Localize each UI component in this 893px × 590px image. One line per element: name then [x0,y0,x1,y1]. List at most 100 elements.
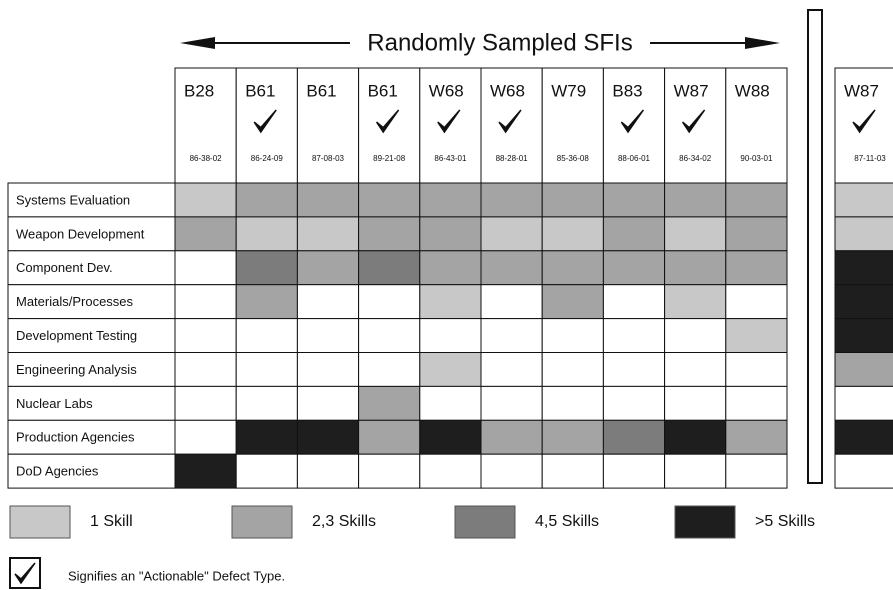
cell [296,453,360,489]
cell [602,419,666,455]
cell [834,453,893,489]
column-name: B61 [306,81,336,100]
cell [541,385,604,421]
column-code: 86-24-09 [251,154,284,163]
column-code: 88-28-01 [496,154,529,163]
cell [480,453,543,489]
cell [358,250,421,286]
row-label-cell [7,318,176,354]
row-label: Systems Evaluation [16,192,130,207]
column-code: 86-34-02 [679,154,712,163]
divider [807,9,823,484]
cell [358,284,421,320]
cell [235,250,298,286]
cell [480,250,543,286]
cell [602,453,666,489]
cell [541,216,604,252]
cell [602,284,666,320]
cell [541,453,604,489]
cell [664,385,727,421]
cell [725,182,788,218]
cell [725,318,788,354]
cell [834,352,893,387]
cell [541,419,604,455]
column-name: W87 [674,81,709,100]
cell [664,352,727,387]
column-code: 86-43-01 [434,154,467,163]
cell [541,182,604,218]
column-code: 90-03-01 [740,154,773,163]
legend-label: 4,5 Skills [535,513,599,530]
cell [235,453,298,489]
cell [296,419,360,455]
header-cell [235,67,298,184]
header-cell [541,67,604,184]
header-cell [296,67,360,184]
cell [480,419,543,455]
note: Signifies an "Actionable" Defect Type. [68,568,285,583]
cell [541,318,604,354]
cell [834,250,893,286]
column-name: W87 [844,81,879,100]
cell [480,284,543,320]
cell [602,182,666,218]
cell [174,318,237,354]
cell [419,385,482,421]
cell [541,352,604,387]
cell [602,352,666,387]
cell [296,385,360,421]
row-label: Development Testing [16,328,137,343]
column-code: 89-21-08 [373,154,406,163]
column-name: W79 [551,81,586,100]
cell [725,352,788,387]
cell [480,352,543,387]
cell [480,318,543,354]
cell [358,352,421,387]
column-name: B61 [245,81,275,100]
cell [664,250,727,286]
column-code: 87-08-03 [312,154,345,163]
row-label-cell [7,385,176,421]
cell [174,453,237,489]
cell [419,352,482,387]
cell [296,284,360,320]
cell [358,385,421,421]
check-mark [620,109,645,134]
legend-label: 2,3 Skills [312,513,376,530]
cell [664,182,727,218]
cell [358,318,421,354]
cell [419,318,482,354]
column-code: 88-06-01 [618,154,651,163]
cell [174,352,237,387]
column-name: W68 [429,81,464,100]
legend-swatch [231,505,293,539]
header-cell [480,67,543,184]
cell [174,182,237,218]
cell [358,216,421,252]
cell [725,453,788,489]
cell [235,419,298,455]
cell [725,419,788,455]
header-cell [602,67,666,184]
row-label: Materials/Processes [16,294,134,309]
cell [419,284,482,320]
cell [480,182,543,218]
cell [358,419,421,455]
row-label-cell [7,352,176,387]
cell [664,419,727,455]
legend-swatch [674,505,736,539]
column-code: 85-36-08 [557,154,590,163]
cell [834,385,893,421]
cell [541,250,604,286]
check-mark [681,109,706,134]
cell [358,453,421,489]
cell [174,250,237,286]
check-mark [14,562,36,585]
note-box [9,557,41,589]
cell [419,216,482,252]
cell [834,216,893,252]
cell [602,250,666,286]
header-cell [419,67,482,184]
check-mark [375,109,400,134]
cell [419,182,482,218]
